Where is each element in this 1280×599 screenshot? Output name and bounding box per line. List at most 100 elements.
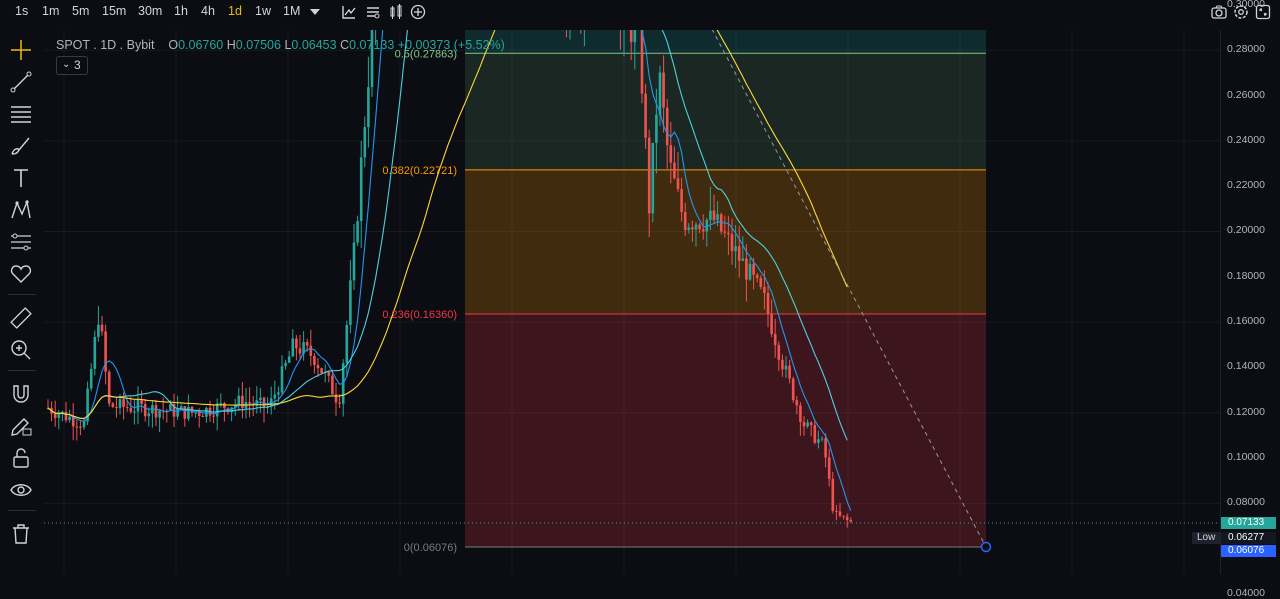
fib-level-label: 0.236(0.16360) <box>382 309 457 321</box>
candle-body <box>727 232 730 235</box>
candle-body <box>125 406 129 408</box>
camera-icon[interactable] <box>1210 3 1228 21</box>
timeframe-1M[interactable]: 1M <box>283 4 301 18</box>
candle-body <box>287 356 291 363</box>
candle-body <box>338 402 341 404</box>
candle-body <box>680 189 683 212</box>
ruler-icon[interactable] <box>9 306 33 330</box>
price-badge-bottom: 0.06076 <box>1221 544 1276 557</box>
low-marker-label: Low <box>1192 531 1221 544</box>
trash-icon[interactable] <box>9 522 33 546</box>
candle-body <box>298 348 302 354</box>
pattern-icon[interactable] <box>9 198 33 222</box>
timeframe-1m[interactable]: 1m <box>42 4 60 18</box>
candle-body <box>741 258 745 261</box>
price-badge-last: 0.07133 <box>1221 517 1276 530</box>
ma-fast-line <box>47 30 852 511</box>
lock-pencil-icon[interactable] <box>9 414 33 438</box>
candle-body <box>770 313 773 335</box>
low-value: 0.06453 <box>291 38 337 52</box>
candle-body <box>730 234 734 252</box>
candle-body <box>212 415 215 417</box>
chart-pane[interactable]: 0.786(0.40325)0.618(0.33005)0.5(0.27863)… <box>44 30 1220 574</box>
candle-body <box>370 30 374 88</box>
candle-body <box>662 72 665 108</box>
candle-body <box>777 345 781 360</box>
price-chart[interactable]: 0.786(0.40325)0.618(0.33005)0.5(0.27863)… <box>44 30 1220 574</box>
candle-body <box>143 403 147 417</box>
candle-body <box>295 338 298 349</box>
unlock-icon[interactable] <box>9 446 33 470</box>
candle-body <box>291 338 295 357</box>
timeframe-15m[interactable]: 15m <box>102 4 127 18</box>
timeframe-1s[interactable]: 1s <box>15 4 29 18</box>
fib-lines-icon[interactable] <box>9 102 33 126</box>
candle-body <box>845 516 849 520</box>
candle-body <box>349 280 352 326</box>
candle-body <box>640 30 644 94</box>
timeframe-1w[interactable]: 1w <box>255 4 271 18</box>
candle-body <box>748 263 752 280</box>
price-tick: 0.12000 <box>1227 405 1265 418</box>
heart-icon[interactable] <box>9 262 33 286</box>
candle-body <box>133 411 136 413</box>
candle-body <box>320 368 323 374</box>
caret-down-icon[interactable] <box>306 3 324 21</box>
zoom-in-icon[interactable] <box>9 338 33 362</box>
candle-body <box>187 406 190 419</box>
timeframe-1d[interactable]: 1d <box>228 4 242 18</box>
candle-body <box>701 229 705 232</box>
candle-body <box>691 227 694 230</box>
fib-trend-line <box>711 30 987 548</box>
settings-icon[interactable] <box>1232 3 1250 21</box>
candle-body <box>655 114 658 143</box>
candle-body <box>331 375 334 395</box>
candle-body <box>176 408 179 417</box>
candle-body <box>809 422 813 426</box>
add-icon[interactable] <box>409 3 427 21</box>
candle-body <box>57 414 61 418</box>
price-scale[interactable]: 0.480000.460000.440000.420000.400000.380… <box>1220 0 1280 599</box>
timeframe-5m[interactable]: 5m <box>72 4 90 18</box>
trendline-icon[interactable] <box>9 70 33 94</box>
candle-body <box>75 426 79 428</box>
candle-body <box>262 397 266 408</box>
candle-body <box>223 403 226 409</box>
indicators-toggle-button[interactable]: ⌄ 3 <box>56 56 88 75</box>
candles-icon[interactable] <box>387 3 405 21</box>
candle-body <box>712 210 716 221</box>
candle-body <box>305 342 309 346</box>
candle-body <box>806 422 809 427</box>
toolbar-divider <box>8 294 36 295</box>
moving-averages <box>47 30 852 511</box>
crosshair-icon[interactable] <box>9 38 33 62</box>
candle-body <box>849 519 853 522</box>
candle-body <box>237 395 241 405</box>
candle-body <box>194 412 197 414</box>
candle-body <box>665 107 669 146</box>
symbol-label[interactable]: SPOT . 1D . Bybit <box>56 38 155 52</box>
brush-icon[interactable] <box>9 134 33 158</box>
candle-body <box>802 421 806 427</box>
candle-body <box>723 231 727 233</box>
candle-body <box>745 258 748 280</box>
eye-icon[interactable] <box>9 478 33 502</box>
candle-body <box>183 406 187 419</box>
timeframe-4h[interactable]: 4h <box>201 4 215 18</box>
candle-body <box>309 345 313 356</box>
magnet-icon[interactable] <box>9 382 33 406</box>
projection-icon[interactable] <box>9 230 33 254</box>
text-icon[interactable] <box>9 166 33 190</box>
indicator-line-icon[interactable] <box>340 3 358 21</box>
top-toolbar: 1s 1m 5m 15m 30m 1h 4h 1d 1w 1M <box>0 0 1280 24</box>
price-tick: 0.22000 <box>1227 179 1265 192</box>
chart-settings-icon[interactable] <box>364 3 382 21</box>
fullscreen-icon[interactable] <box>1254 3 1272 21</box>
timeframe-1h[interactable]: 1h <box>174 4 188 18</box>
candle-body <box>363 127 367 158</box>
timeframe-30m[interactable]: 30m <box>138 4 163 18</box>
candle-body <box>154 405 158 418</box>
fib-zone <box>465 30 986 54</box>
candle-body <box>248 401 251 404</box>
toolbar-divider <box>8 370 36 371</box>
